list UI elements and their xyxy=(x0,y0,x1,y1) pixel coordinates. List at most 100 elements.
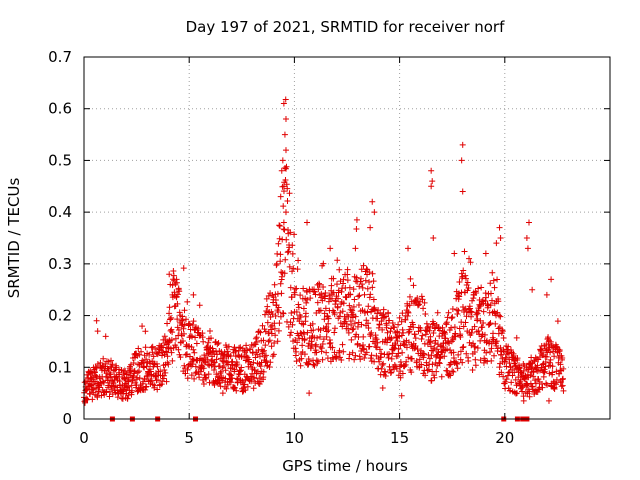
data-point xyxy=(303,299,310,306)
data-point xyxy=(166,271,173,278)
data-point xyxy=(415,302,422,309)
data-point xyxy=(452,333,459,340)
data-point xyxy=(273,262,280,269)
data-point xyxy=(439,344,446,351)
data-point xyxy=(372,332,379,339)
data-point xyxy=(100,379,107,386)
data-point xyxy=(462,272,469,279)
data-point xyxy=(353,226,360,233)
data-point xyxy=(500,373,507,380)
data-point xyxy=(229,362,236,369)
data-point xyxy=(365,303,372,310)
data-point xyxy=(175,327,182,334)
data-point xyxy=(200,381,207,388)
data-point xyxy=(359,341,366,348)
data-point xyxy=(175,286,182,293)
data-point xyxy=(352,313,359,320)
data-point xyxy=(547,349,554,356)
data-point xyxy=(205,371,212,378)
data-point xyxy=(468,313,475,320)
data-point xyxy=(481,331,488,338)
data-point xyxy=(251,367,258,374)
data-point xyxy=(224,381,231,388)
data-point xyxy=(142,384,149,391)
data-point xyxy=(222,367,229,374)
data-point xyxy=(158,381,165,388)
data-point xyxy=(436,354,443,361)
data-point xyxy=(467,305,474,312)
y-tick-label: 0.4 xyxy=(48,203,72,221)
data-point xyxy=(556,370,563,377)
data-point xyxy=(272,297,279,304)
data-point xyxy=(486,348,493,355)
data-point xyxy=(457,333,464,340)
data-point xyxy=(410,282,417,289)
data-point xyxy=(257,329,264,336)
data-point xyxy=(289,250,296,257)
data-point xyxy=(475,285,482,292)
data-point xyxy=(351,296,358,303)
data-point xyxy=(223,385,230,392)
data-point xyxy=(165,361,172,368)
data-point xyxy=(453,306,460,313)
data-point xyxy=(268,330,275,337)
data-point xyxy=(276,235,283,242)
data-point xyxy=(239,377,246,384)
data-point xyxy=(135,345,142,352)
data-point xyxy=(348,336,355,343)
data-point xyxy=(383,339,390,346)
data-point xyxy=(180,265,187,272)
data-point xyxy=(232,353,239,360)
data-point xyxy=(313,341,320,348)
data-point xyxy=(421,350,428,357)
data-point xyxy=(174,300,181,307)
data-point xyxy=(406,328,413,335)
data-point xyxy=(345,313,352,320)
data-point xyxy=(275,309,282,316)
data-point xyxy=(394,329,401,336)
data-point xyxy=(128,391,135,398)
data-point xyxy=(87,391,94,398)
data-point xyxy=(408,355,415,362)
data-point xyxy=(482,250,489,257)
data-point xyxy=(517,376,524,383)
data-point xyxy=(388,369,395,376)
data-point xyxy=(280,226,287,233)
data-point xyxy=(491,284,498,291)
data-point xyxy=(527,372,534,379)
data-point xyxy=(366,269,373,276)
data-point xyxy=(380,360,387,367)
data-point xyxy=(506,360,513,367)
data-point xyxy=(389,350,396,357)
data-point xyxy=(535,376,542,383)
data-point xyxy=(398,318,405,325)
data-point xyxy=(221,349,228,356)
data-point xyxy=(495,298,502,305)
data-point xyxy=(334,257,341,264)
data-point xyxy=(333,281,340,288)
data-point xyxy=(300,305,307,312)
data-point xyxy=(489,297,496,304)
data-point xyxy=(196,302,203,309)
data-point xyxy=(367,333,374,340)
data-point xyxy=(495,325,502,332)
data-point xyxy=(453,295,460,302)
data-point xyxy=(405,354,412,361)
data-point xyxy=(125,392,132,399)
data-point xyxy=(290,265,297,272)
data-point xyxy=(553,381,560,388)
data-point xyxy=(471,323,478,330)
data-point xyxy=(395,321,402,328)
data-point xyxy=(447,347,454,354)
data-point xyxy=(366,279,373,286)
data-point xyxy=(182,370,189,377)
data-point xyxy=(550,378,557,385)
data-point xyxy=(107,374,114,381)
data-point xyxy=(428,183,435,190)
data-point xyxy=(474,316,481,323)
data-point xyxy=(184,298,191,305)
data-point xyxy=(274,338,281,345)
data-point xyxy=(438,373,445,380)
data-point xyxy=(116,371,123,378)
data-point xyxy=(261,347,268,354)
